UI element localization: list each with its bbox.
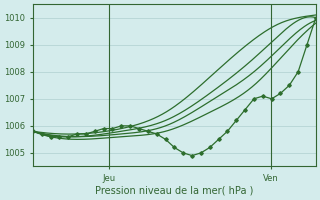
X-axis label: Pression niveau de la mer( hPa ): Pression niveau de la mer( hPa ) — [95, 186, 253, 196]
